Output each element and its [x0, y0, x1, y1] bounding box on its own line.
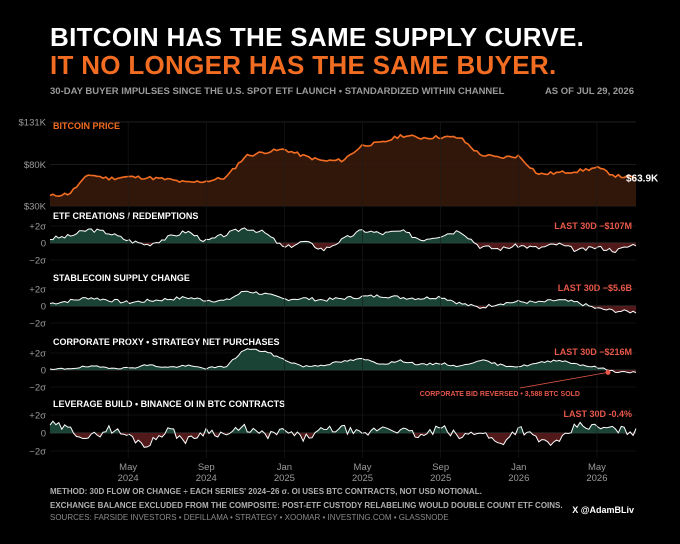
panel-y-tick-label: −2σ — [29, 319, 46, 330]
x-tick-label-year: 2026 — [586, 473, 607, 484]
panel-last-30d-label: LAST 30D −$107M — [554, 221, 632, 231]
panel-y-tick-label: 0 — [41, 366, 46, 377]
panel-positive-fill — [50, 291, 636, 306]
author-handle: X @AdamBLiv — [572, 505, 634, 515]
price-last-value-label: $63.9K — [626, 174, 659, 185]
panel-y-tick-label: +2σ — [29, 222, 46, 233]
x-tick-label-month: Sep — [432, 462, 449, 473]
panel-title: STABLECOIN SUPPLY CHANGE — [53, 273, 190, 283]
x-tick-label-year: 2024 — [196, 473, 217, 484]
x-tick-label-year: 2026 — [508, 473, 529, 484]
panel-title: CORPORATE PROXY • STRATEGY NET PURCHASES — [53, 337, 280, 347]
x-tick-label-year: 2024 — [118, 473, 139, 484]
x-tick-label-month: Jan — [277, 462, 292, 473]
x-tick-label-month: Sep — [198, 462, 215, 473]
panel-negative-fill — [50, 306, 636, 314]
panel-y-tick-label: +2σ — [29, 285, 46, 296]
page-title-accent: IT NO LONGER HAS THE SAME BUYER. — [50, 50, 557, 80]
panel-y-tick-label: +2σ — [29, 411, 46, 422]
panel-y-tick-label: 0 — [41, 302, 46, 313]
subtitle: 30-DAY BUYER IMPULSES SINCE THE U.S. SPO… — [50, 86, 505, 97]
panel-y-tick-label: −2σ — [29, 383, 46, 394]
footnote-method: METHOD: 30D FLOW OR CHANGE ÷ EACH SERIES… — [50, 487, 482, 496]
x-tick-label-month: May — [354, 462, 372, 473]
x-tick-label-year: 2025 — [352, 473, 373, 484]
price-area-fill — [50, 134, 636, 206]
x-tick-label-month: May — [588, 462, 606, 473]
panel-series-line — [49, 227, 637, 253]
panel-y-tick-label: +2σ — [29, 349, 46, 360]
panel-y-tick-label: 0 — [41, 239, 46, 250]
footnote-exclusion: EXCHANGE BALANCE EXCLUDED FROM THE COMPO… — [50, 501, 563, 510]
panel-negative-fill — [50, 433, 636, 448]
panel-series-line — [49, 290, 637, 314]
x-tick-label-year: 2025 — [274, 473, 295, 484]
panel-last-30d-label: LAST 30D −$216M — [554, 347, 632, 357]
page-title: BITCOIN HAS THE SAME SUPPLY CURVE. — [50, 22, 585, 52]
panel-last-30d-label: LAST 30D −$5.6B — [558, 283, 633, 293]
panel-title: LEVERAGE BUILD • BINANCE OI IN BTC CONTR… — [53, 399, 285, 409]
annotation-label: CORPORATE BID REVERSED • 3,588 BTC SOLD — [420, 391, 580, 398]
annotation-leader-line — [519, 371, 609, 389]
x-tick-label-month: May — [119, 462, 137, 473]
panel-title: ETF CREATIONS / REDEMPTIONS — [53, 211, 198, 221]
panel-series-line — [49, 420, 637, 448]
panel-y-tick-label: −2σ — [29, 256, 46, 267]
panel-positive-fill — [50, 348, 636, 370]
panel-positive-fill — [50, 227, 636, 243]
price-y-tick-label: $30K — [24, 202, 47, 213]
x-tick-label-month: Jan — [511, 462, 526, 473]
price-panel-title: BITCOIN PRICE — [53, 121, 120, 131]
price-line — [49, 133, 637, 198]
panel-y-tick-label: 0 — [41, 429, 46, 440]
price-y-tick-label: $80K — [24, 160, 47, 171]
footnote-sources: SOURCES: FARSIDE INVESTORS • DEFILLAMA •… — [50, 513, 449, 522]
x-tick-label-year: 2025 — [430, 473, 451, 484]
as-of-date: AS OF JUL 29, 2026 — [544, 86, 634, 97]
panel-y-tick-label: −2σ — [29, 447, 46, 458]
panel-last-30d-label: LAST 30D -0.4% — [563, 409, 632, 419]
price-y-tick-label: $131K — [19, 118, 47, 129]
panel-series-line — [49, 348, 637, 374]
panel-positive-fill — [50, 421, 636, 433]
panel-negative-fill — [50, 243, 636, 253]
panel-negative-fill — [50, 370, 636, 373]
